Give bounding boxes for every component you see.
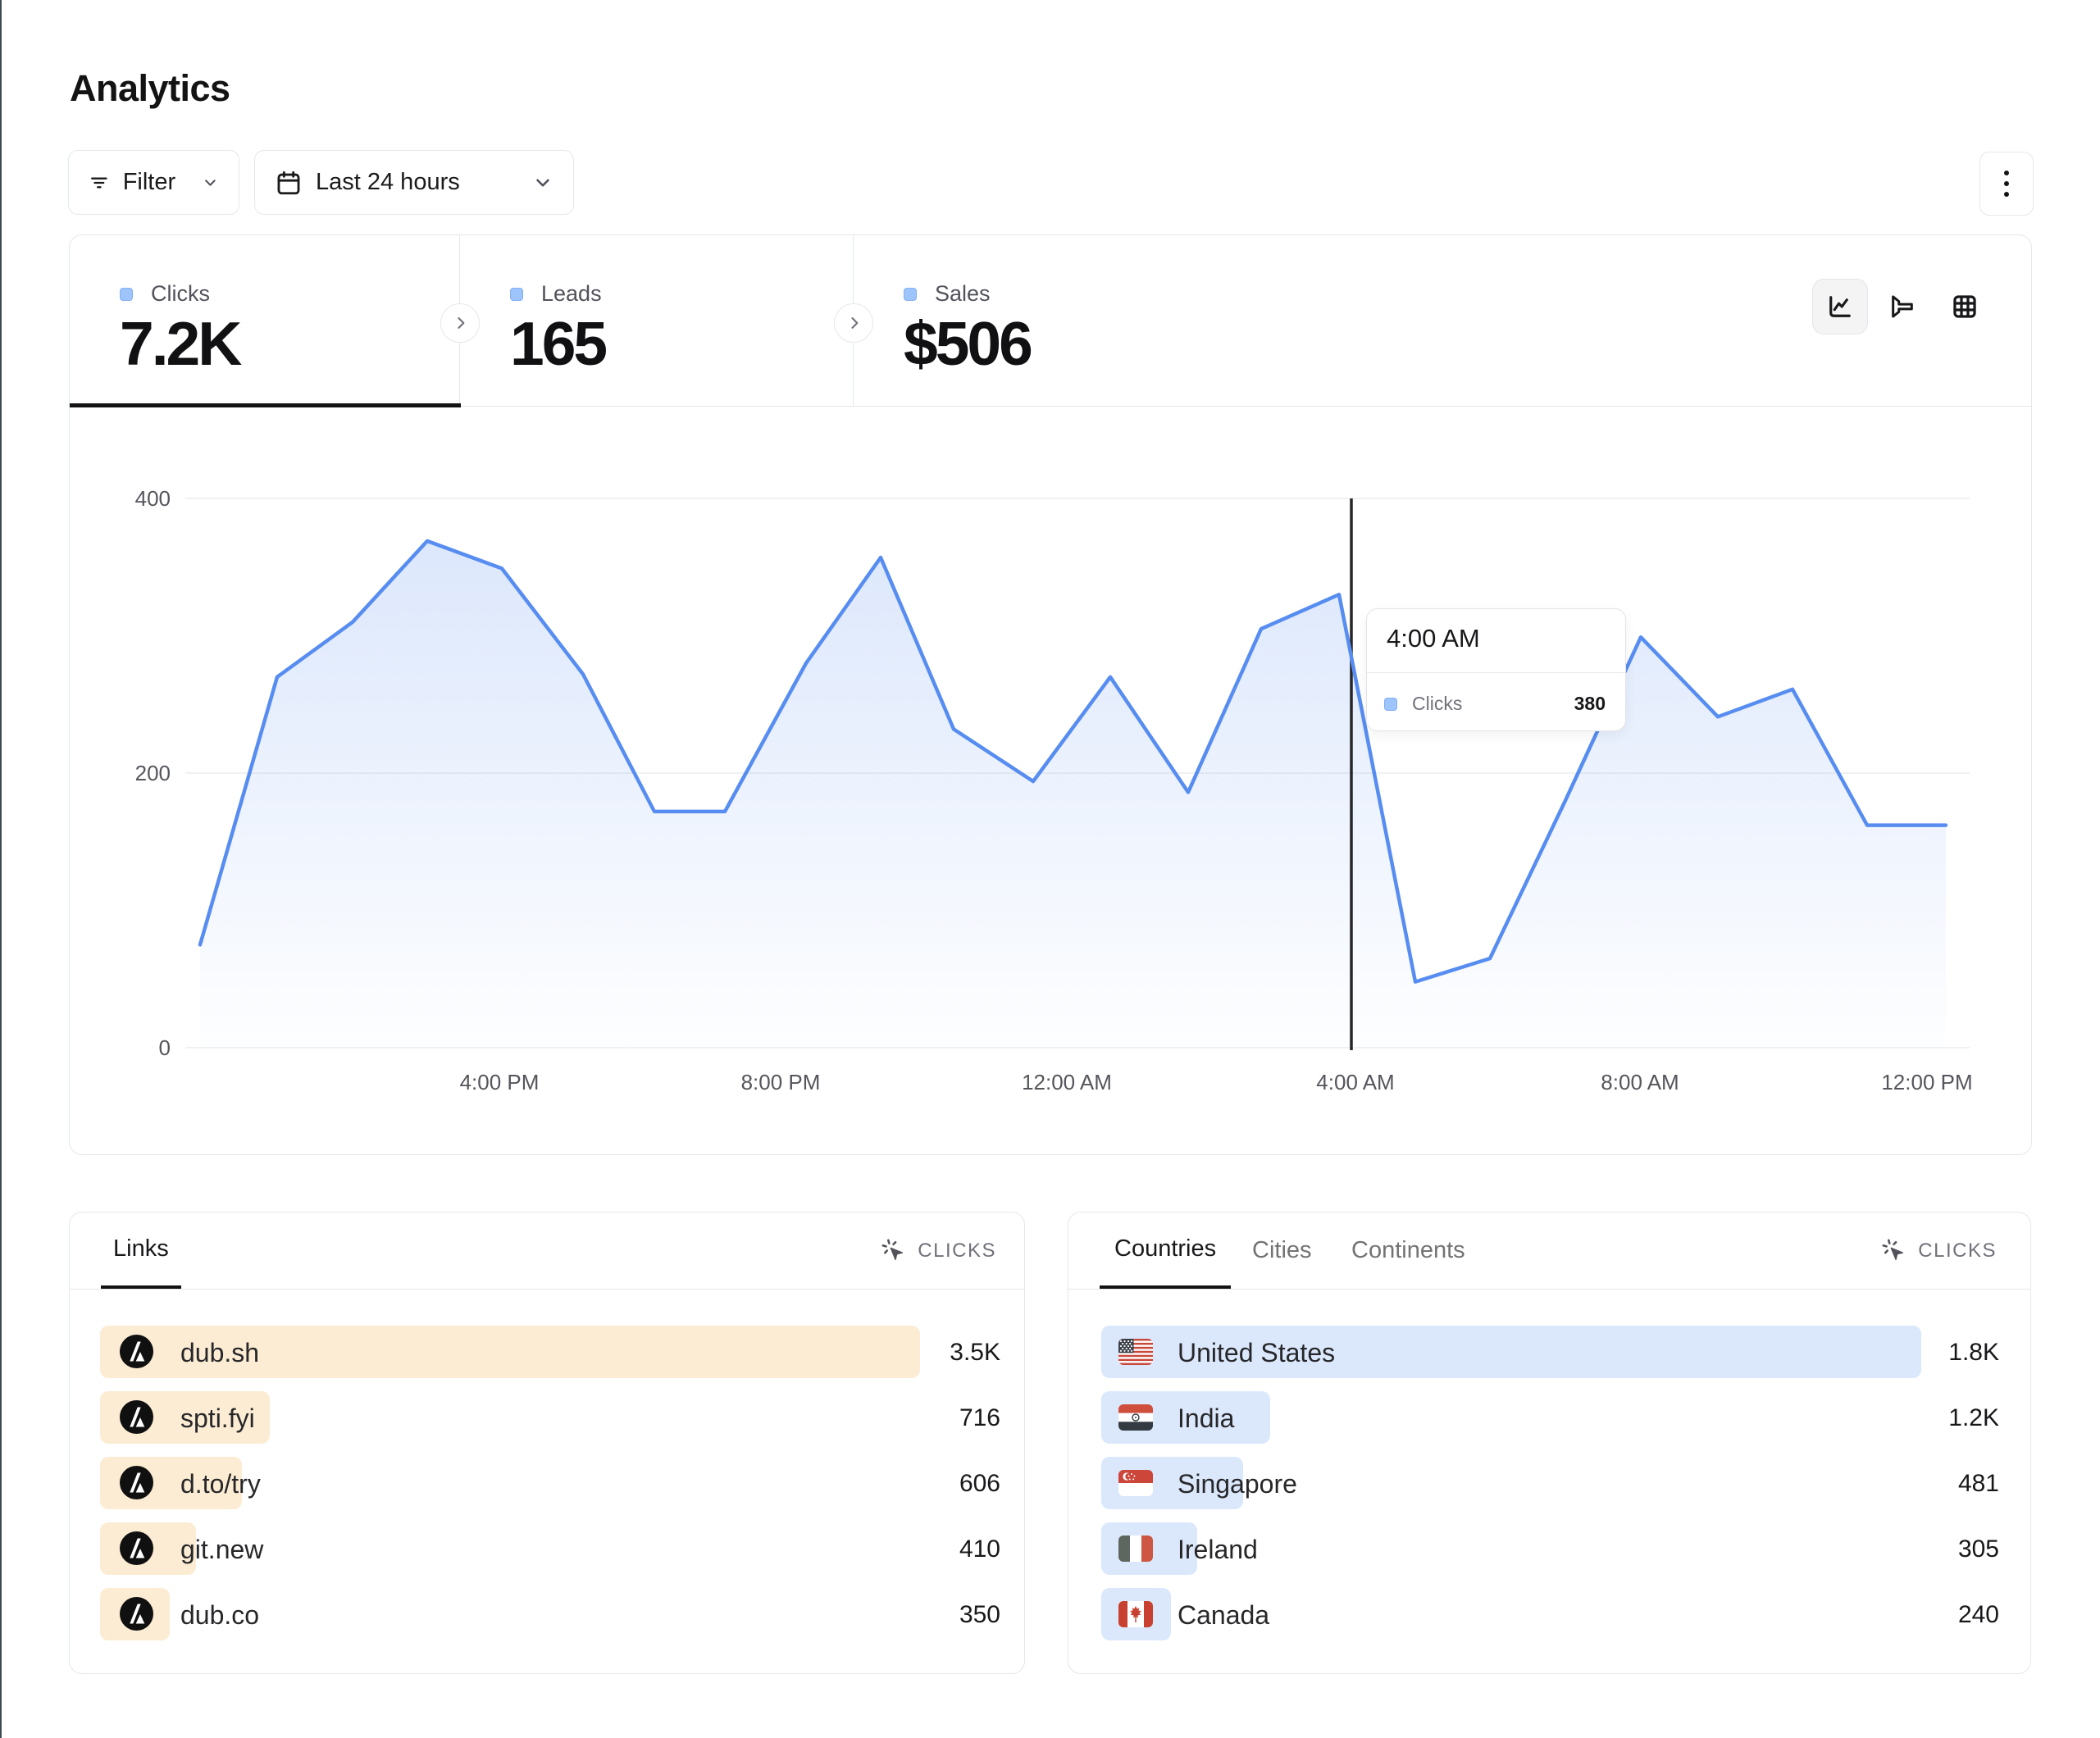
- svg-text:0: 0: [159, 1035, 171, 1060]
- svg-text:4:00 PM: 4:00 PM: [460, 1070, 540, 1094]
- svg-text:400: 400: [135, 486, 171, 511]
- svg-text:200: 200: [135, 761, 171, 785]
- svg-text:8:00 PM: 8:00 PM: [741, 1070, 821, 1094]
- svg-text:12:00 AM: 12:00 AM: [1022, 1070, 1112, 1094]
- svg-text:12:00 PM: 12:00 PM: [1881, 1070, 1972, 1094]
- svg-text:4:00 AM: 4:00 AM: [1316, 1070, 1394, 1094]
- svg-text:8:00 AM: 8:00 AM: [1601, 1070, 1679, 1094]
